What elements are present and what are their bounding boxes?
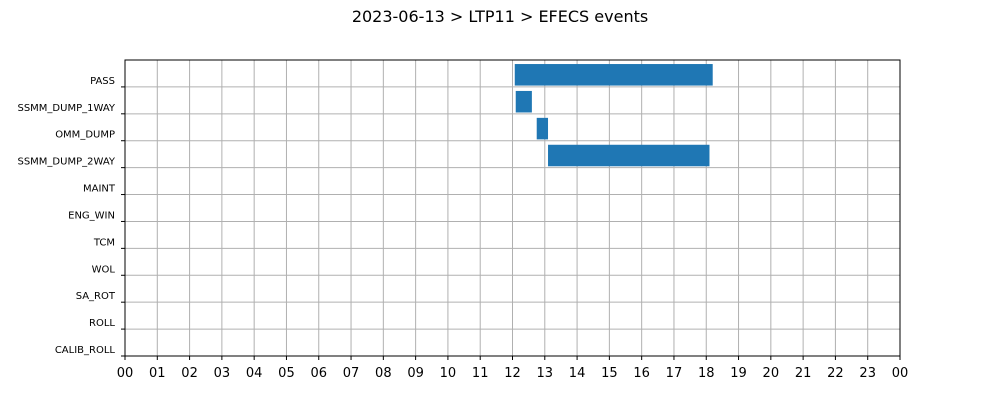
event-bar	[536, 117, 549, 140]
y-tick-label: WOL	[92, 264, 116, 275]
x-tick-label: 01	[149, 366, 166, 381]
y-tick-label: TCM	[93, 237, 115, 248]
bars	[514, 64, 713, 167]
x-tick-label: 00	[892, 366, 909, 381]
event-bar	[548, 144, 710, 167]
x-tick-label: 15	[601, 366, 618, 381]
y-tick-label: SSMM_DUMP_1WAY	[17, 103, 115, 114]
x-tick-label: 22	[827, 366, 844, 381]
x-tick-label: 12	[504, 366, 521, 381]
x-tick-label: 03	[214, 366, 231, 381]
y-tick-label: MAINT	[83, 184, 116, 195]
x-tick-label: 09	[407, 366, 424, 381]
x-tick-label: 18	[698, 366, 715, 381]
y-tick-label: ROLL	[89, 318, 115, 329]
y-tick-label: PASS	[90, 76, 115, 87]
x-axis: 00 01 02 03 04 05 06 07 08 09 10 11 12 13 14 15 16 17 18 19…	[117, 356, 909, 381]
x-tick-label: 23	[859, 366, 876, 381]
x-tick-label: 02	[181, 366, 198, 381]
x-tick-label: 20	[763, 366, 780, 381]
x-tick-label: 21	[795, 366, 812, 381]
x-tick-label: 16	[633, 366, 650, 381]
x-tick-label: 19	[730, 366, 747, 381]
x-tick-label: 04	[246, 366, 263, 381]
x-tick-label: 14	[569, 366, 586, 381]
x-tick-label: 17	[666, 366, 683, 381]
event-bar	[515, 90, 532, 113]
y-axis: PASS SSMM_DUMP_1WAY OMM_DUMP SSMM_DUMP_2WAY…	[17, 76, 125, 357]
x-tick-label: 00	[117, 366, 134, 381]
grid	[124, 60, 901, 356]
y-tick-label: OMM_DUMP	[55, 130, 115, 141]
x-tick-label: 05	[278, 366, 295, 381]
x-tick-label: 06	[310, 366, 327, 381]
x-tick-label: 08	[375, 366, 392, 381]
y-tick-label: SSMM_DUMP_2WAY	[17, 157, 115, 168]
y-tick-label: SA_ROT	[76, 291, 116, 302]
x-tick-label: 11	[472, 366, 489, 381]
chart-title: 2023-06-13 > LTP11 > EFECS events	[352, 7, 648, 26]
y-tick-label: CALIB_ROLL	[55, 345, 116, 356]
x-tick-label: 13	[537, 366, 554, 381]
event-bar	[514, 64, 713, 86]
x-tick-label: 07	[343, 366, 360, 381]
x-tick-label: 10	[440, 366, 457, 381]
y-tick-label: ENG_WIN	[68, 210, 115, 221]
